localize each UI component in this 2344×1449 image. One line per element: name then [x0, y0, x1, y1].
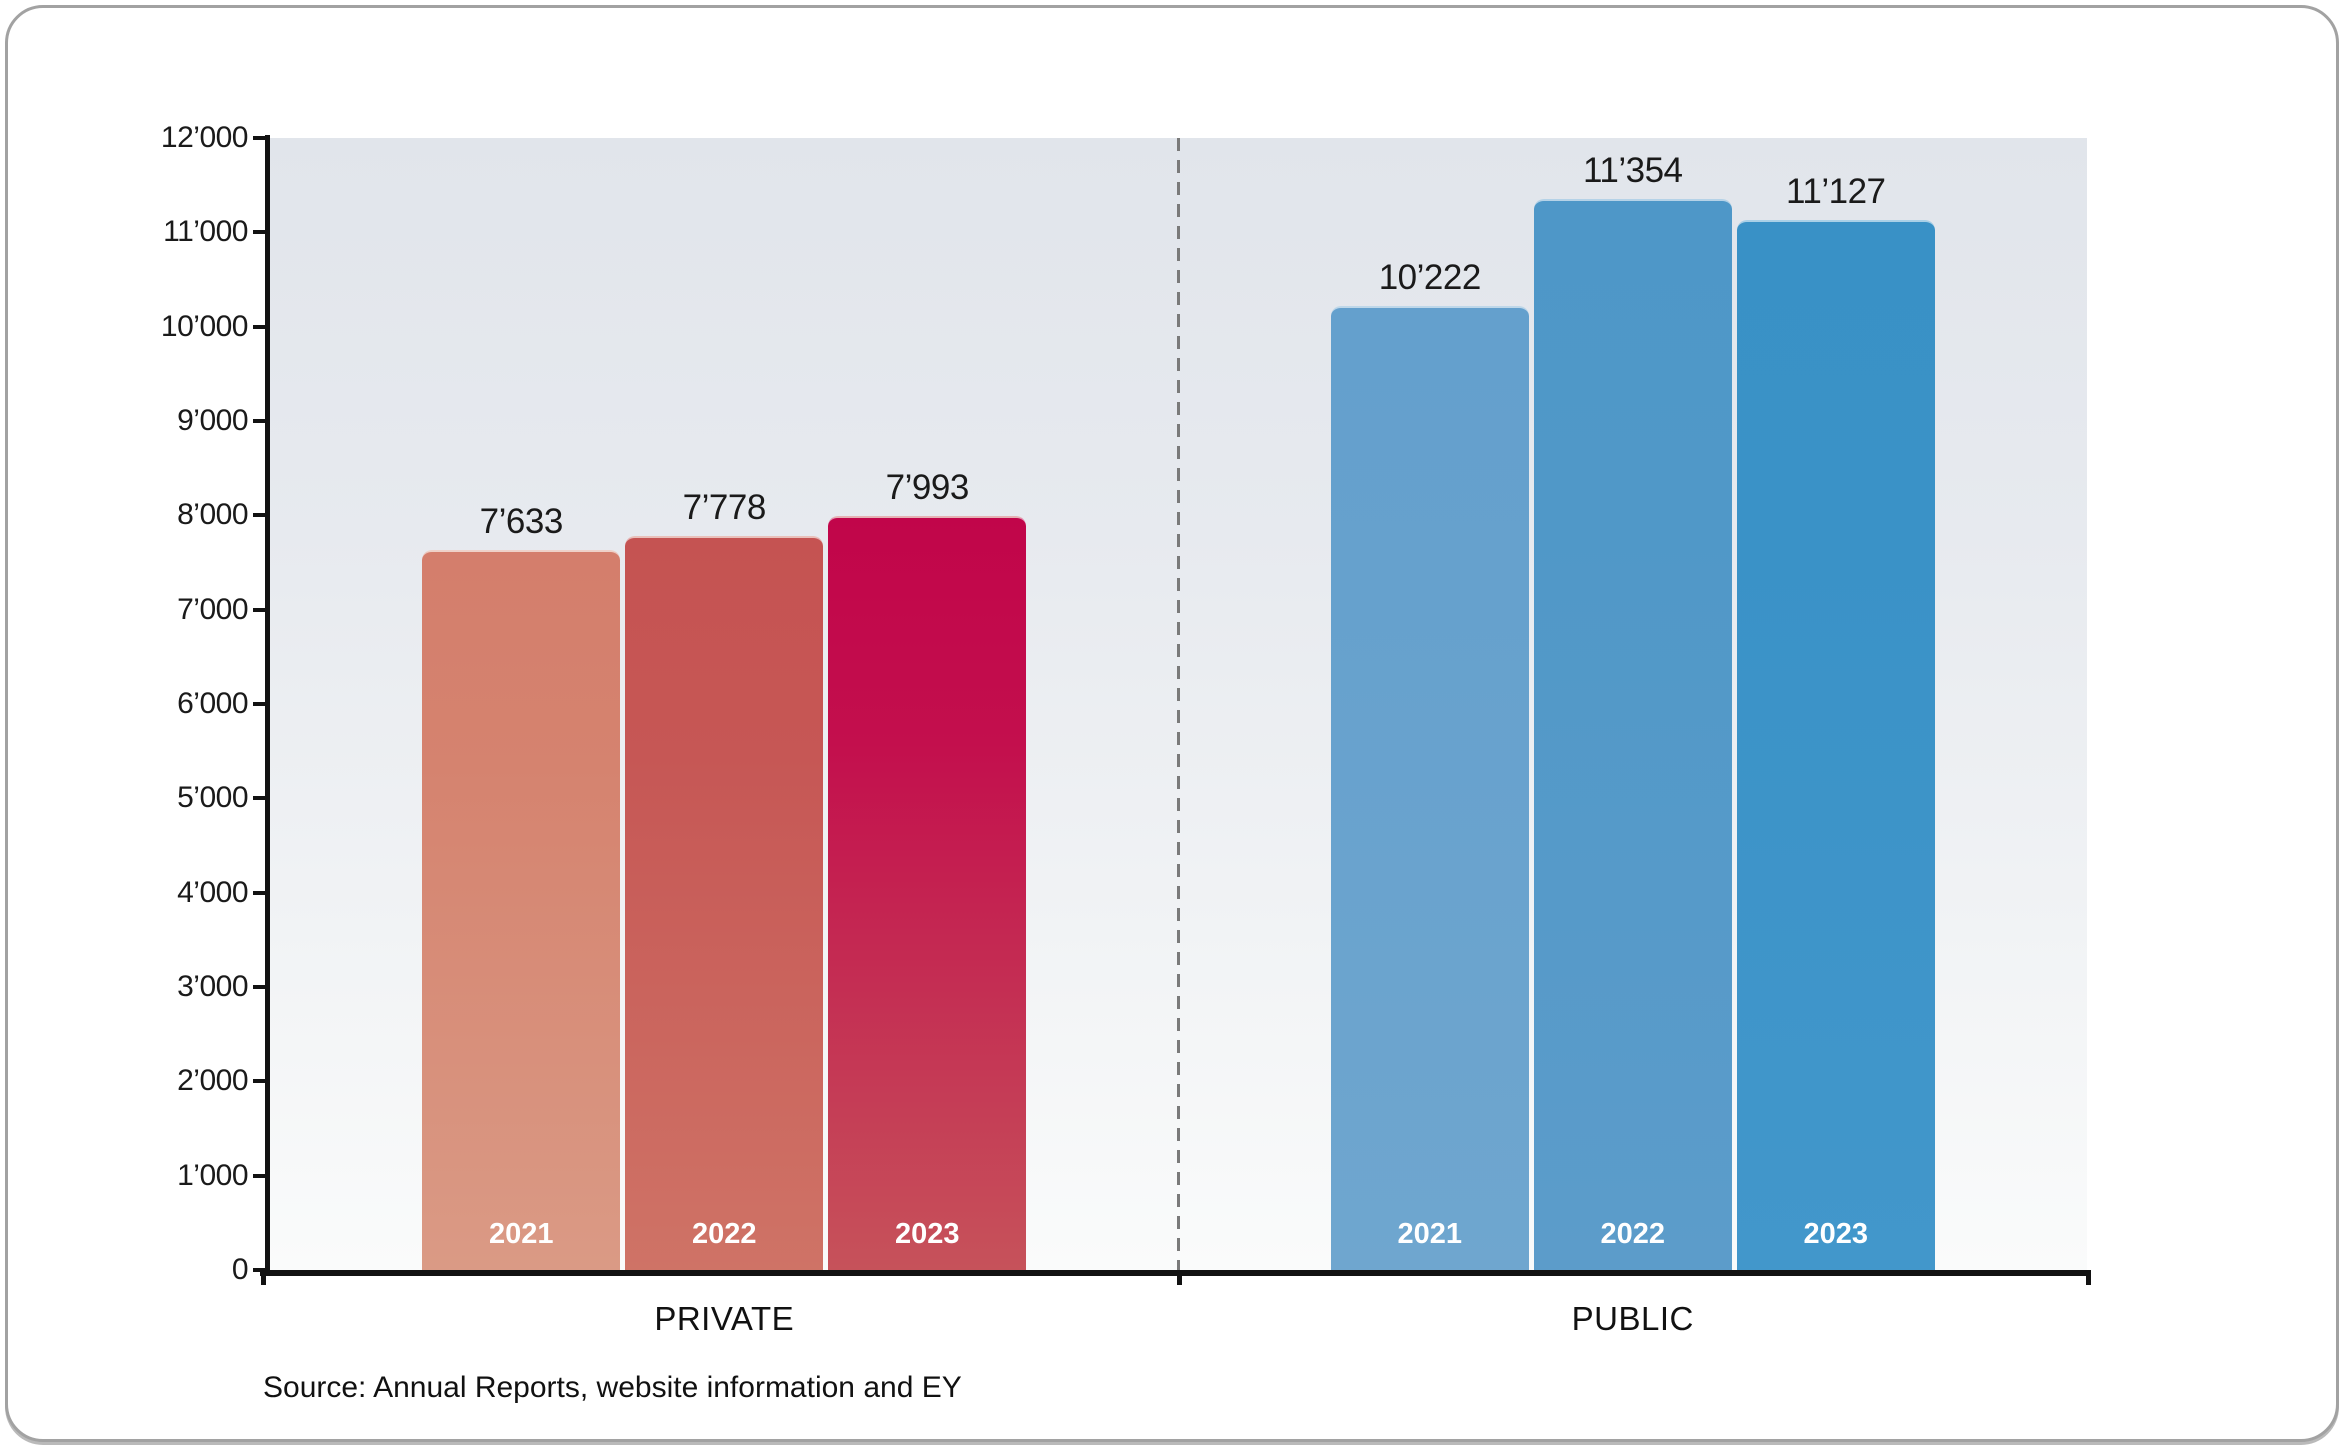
x-axis-mid-tick: [1176, 1275, 1182, 1285]
plot-area: 0 1’000 2’000 3’000 4’000 5’000 6’000 7’000 8’00…: [161, 123, 2091, 1335]
bar-year-label: 2021: [488, 1218, 554, 1250]
bar-year-label: 2022: [1600, 1218, 1665, 1250]
bar-value-label: 11’354: [1582, 150, 1683, 190]
y-tick-mark: [253, 702, 265, 706]
y-tick-mark: [253, 796, 265, 801]
y-tick-mark: [253, 985, 265, 989]
y-axis-line: [265, 135, 270, 1270]
y-tick-label: 5’000: [177, 781, 248, 815]
y-tick-mark: [253, 607, 265, 612]
y-tick-mark: [253, 1079, 265, 1084]
bar-group-private: 7’633 2021 7’778 2022 7’993 2023 PRIVATE: [270, 138, 1179, 1335]
bar-year-label: 2023: [1803, 1218, 1868, 1250]
bar-value-label: 7’633: [479, 501, 564, 541]
y-tick-label: 3’000: [177, 970, 248, 1003]
group-label-public: PUBLIC: [1571, 1300, 1694, 1337]
bar-public-2022: 11’354 2022: [1533, 153, 1732, 1270]
bar-year-label: 2023: [894, 1218, 960, 1250]
bar-value-label: 10’222: [1378, 257, 1482, 297]
bar-private-2023: 7’993 2023: [828, 470, 1027, 1270]
bar-year-label: 2022: [691, 1218, 757, 1250]
bar-year-label: 2021: [1397, 1218, 1462, 1250]
x-axis-end-tick-left: [261, 1275, 266, 1285]
x-axis-line: [260, 1270, 2091, 1276]
group-divider-dashed-line: [1176, 138, 1180, 1270]
bar-value-label: 11’127: [1785, 172, 1886, 212]
y-tick-label: 4’000: [177, 875, 248, 909]
bar-private-2022: 7’778 2022: [625, 490, 824, 1270]
y-tick-mark: [253, 513, 265, 518]
y-tick-label: 7’000: [177, 592, 248, 626]
y-tick-mark: [253, 136, 265, 140]
bars-container: 10’222 2021 11’354 2022 11’127 2023: [1179, 138, 2088, 1270]
y-tick-label: 10’000: [160, 309, 249, 343]
bar-private-2021: 7’633 2021: [422, 504, 621, 1270]
y-tick-label: 2’000: [177, 1064, 248, 1098]
bar-value-label: 7’993: [885, 468, 970, 507]
y-tick-mark: [253, 324, 265, 329]
y-tick-label: 9’000: [177, 404, 248, 437]
y-tick-mark: [253, 419, 265, 423]
y-tick-label: 11’000: [163, 215, 248, 249]
y-tick-mark: [253, 230, 265, 235]
y-tick-label: 8’000: [177, 498, 248, 532]
y-tick-label: 6’000: [177, 687, 248, 720]
y-tick-label: 12’000: [160, 121, 249, 154]
bar-group-public: 10’222 2021 11’354 2022 11’127 2023 PUBLIC: [1179, 138, 2088, 1335]
y-tick-label: 1’000: [177, 1158, 248, 1192]
y-tick-label: 0: [231, 1253, 249, 1286]
bar-public-2023: 11’127 2023: [1736, 174, 1935, 1270]
chart-card: 0 1’000 2’000 3’000 4’000 5’000 6’000 7’000 8’00…: [5, 5, 2339, 1442]
bars-container: 7’633 2021 7’778 2022 7’993 2023: [270, 138, 1179, 1270]
group-label-private: PRIVATE: [654, 1300, 795, 1337]
bar-public-2021: 10’222 2021: [1330, 260, 1529, 1270]
y-tick-mark: [253, 890, 265, 895]
y-tick-mark: [253, 1268, 265, 1272]
x-axis-end-tick-right: [2086, 1275, 2091, 1285]
y-tick-mark: [253, 1173, 265, 1178]
bar-value-label: 7’778: [682, 488, 767, 528]
source-note: Source: Annual Reports, website informat…: [263, 1371, 962, 1404]
